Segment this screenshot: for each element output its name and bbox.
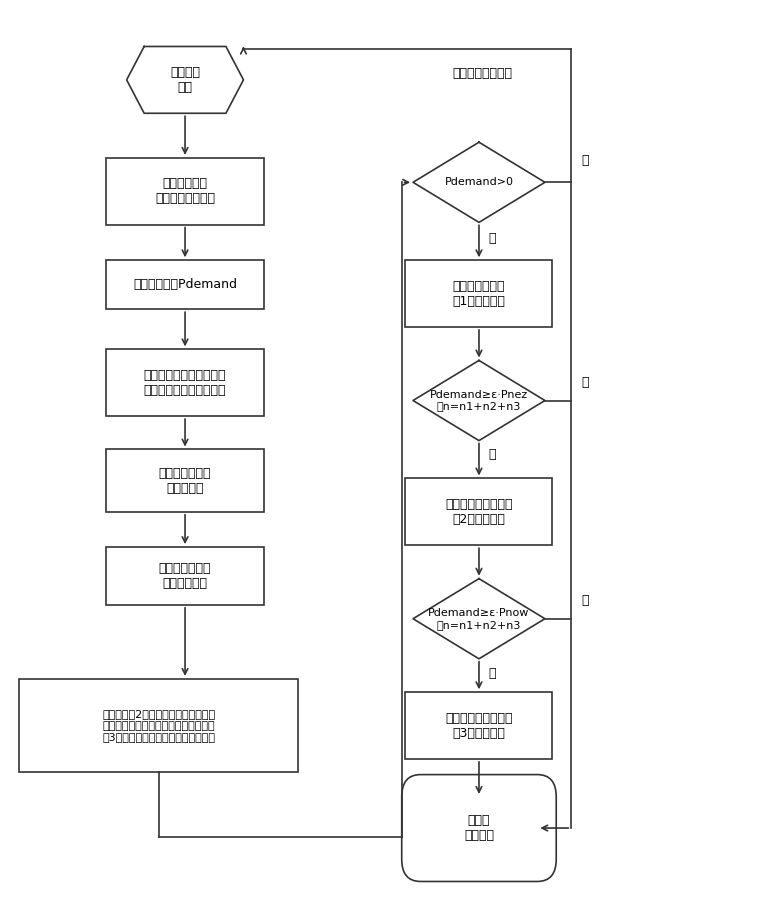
Bar (405, 478, 552, 546)
Polygon shape (126, 47, 243, 113)
Text: 对优先级为2的电热水器根据剩余时间
比和温度差额的乘积进行排序，优先级
为3的电热水器根据温度差额进行排序: 对优先级为2的电热水器根据剩余时间 比和温度差额的乘积进行排序，优先级 为3的电… (102, 709, 215, 743)
Text: 是: 是 (581, 376, 588, 389)
Polygon shape (413, 579, 545, 659)
Text: 是: 是 (581, 594, 588, 608)
Polygon shape (413, 142, 545, 222)
Text: 获得热水器的当前温度、
预约用水时间、预约温度: 获得热水器的当前温度、 预约用水时间、预约温度 (144, 369, 226, 396)
Text: Pdemand>0: Pdemand>0 (444, 177, 514, 187)
Text: 本时间
间隔结束: 本时间 间隔结束 (464, 814, 494, 842)
Text: 是: 是 (488, 232, 496, 245)
Bar (106, 450, 264, 512)
Text: Pdemand≥ε·Pnez
或n=n1+n2+n3: Pdemand≥ε·Pnez 或n=n1+n2+n3 (430, 389, 528, 412)
Text: 计算差额功率Pdemand: 计算差额功率Pdemand (133, 278, 237, 291)
Bar (106, 158, 264, 225)
Text: 对电热水器进行
优先级的分类: 对电热水器进行 优先级的分类 (158, 562, 211, 590)
Text: 计算剩余时间比
和温度差额: 计算剩余时间比 和温度差额 (158, 467, 211, 494)
Bar (106, 350, 264, 416)
Text: 根据顺序开启优先级
为3的电热水器: 根据顺序开启优先级 为3的电热水器 (445, 712, 513, 740)
Bar (19, 679, 298, 772)
Text: 获得新能源的
发电量和负荷系数: 获得新能源的 发电量和负荷系数 (155, 177, 215, 205)
FancyBboxPatch shape (402, 775, 556, 882)
Bar (106, 547, 264, 605)
Bar (405, 692, 552, 759)
Text: Pdemand≥ε·Pnow
或n=n1+n2+n3: Pdemand≥ε·Pnow 或n=n1+n2+n3 (428, 608, 530, 629)
Text: 时间间隔
开始: 时间间隔 开始 (170, 66, 200, 93)
Text: 否: 否 (488, 666, 496, 680)
Bar (106, 260, 264, 309)
Polygon shape (413, 360, 545, 441)
Text: 否: 否 (488, 449, 496, 461)
Text: 否: 否 (581, 154, 588, 166)
Text: 进入下一时间间隔: 进入下一时间间隔 (453, 67, 513, 79)
Text: 根据顺序开启优先级
为2的电热水器: 根据顺序开启优先级 为2的电热水器 (445, 498, 513, 526)
Bar (405, 260, 552, 327)
Text: 开启所有优先级
为1的电热水器: 开启所有优先级 为1的电热水器 (453, 280, 505, 307)
